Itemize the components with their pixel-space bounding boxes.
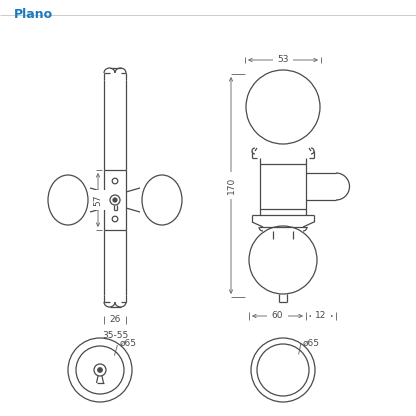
Text: 57: 57 [94, 194, 102, 206]
Text: 53: 53 [277, 55, 289, 64]
Circle shape [113, 198, 117, 202]
Text: ø65: ø65 [303, 339, 320, 347]
Circle shape [97, 367, 102, 372]
Text: ø65: ø65 [120, 339, 137, 347]
Text: 12: 12 [315, 312, 327, 320]
Text: Plano: Plano [14, 8, 53, 21]
Text: 60: 60 [272, 312, 283, 320]
Text: 35-55: 35-55 [102, 332, 128, 341]
Text: 170: 170 [226, 177, 235, 194]
Text: 26: 26 [109, 315, 121, 324]
